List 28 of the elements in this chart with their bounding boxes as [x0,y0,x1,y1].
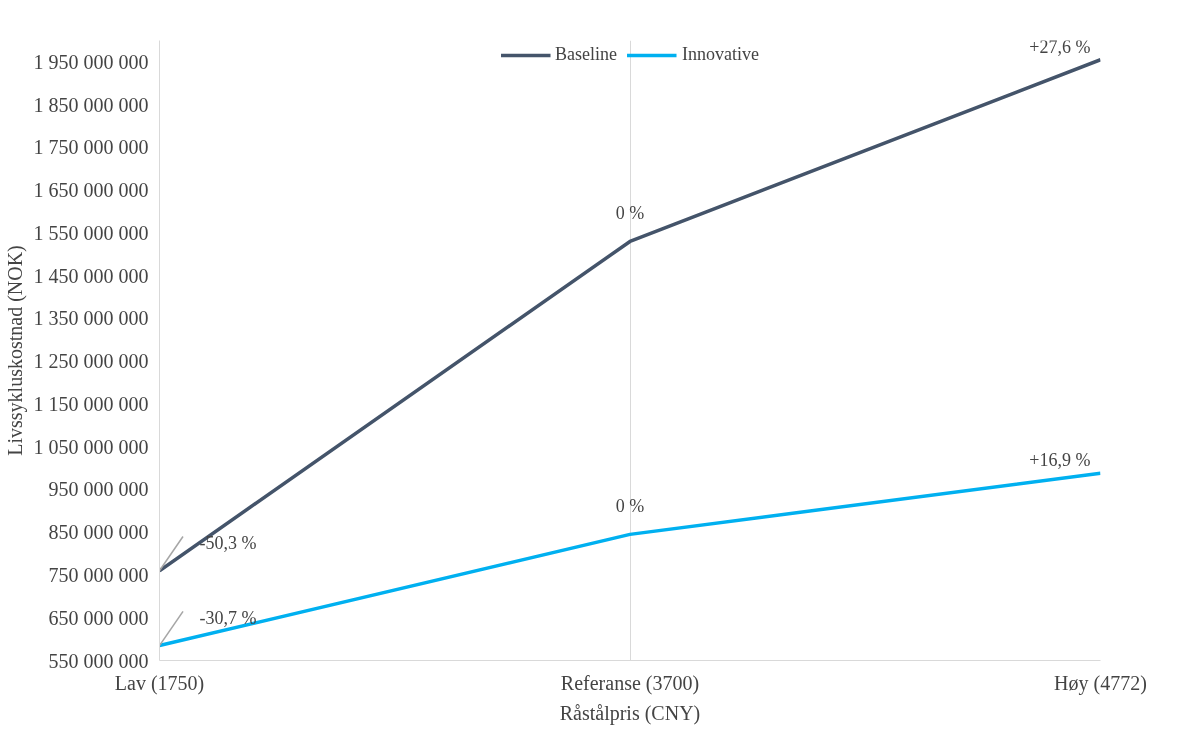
annotation: -30,7 % [199,607,257,628]
y-tick-label: 550 000 000 [48,649,149,672]
annotation: 0 % [615,203,645,224]
y-tick-label: 1 550 000 000 [33,221,149,244]
annotation: 0 % [615,496,645,517]
annotation: +16,9 % [1029,450,1091,471]
y-tick-label: 1 750 000 000 [33,136,149,159]
y-tick-label: 1 950 000 000 [33,50,149,73]
y-axis-title: Livssykluskostnad (NOK) [3,245,27,456]
y-tick-label: 1 450 000 000 [33,264,149,287]
y-tick-label: 1 050 000 000 [33,435,149,458]
x-tick-label: Referanse (3700) [560,671,700,695]
y-tick-label: 1 850 000 000 [33,93,149,116]
y-tick-label: 1 250 000 000 [33,350,149,373]
y-tick-label: 1 350 000 000 [33,307,149,330]
legend-label: Baseline [555,44,617,65]
y-tick-label: 1 650 000 000 [33,179,149,202]
y-tick-label: 850 000 000 [48,521,149,544]
x-tick-label: Lav (1750) [114,671,205,695]
y-tick-label: 950 000 000 [48,478,149,501]
y-tick-label: 1 150 000 000 [33,392,149,415]
x-axis-title: Råstålpris (CNY) [559,701,701,725]
y-tick-label: 750 000 000 [48,563,149,586]
annotation: -50,3 % [199,532,257,553]
y-tick-label: 650 000 000 [48,606,149,629]
legend-label: Innovative [682,44,759,65]
x-tick-label: Høy (4772) [1054,671,1147,695]
annotation: +27,6 % [1029,36,1091,57]
